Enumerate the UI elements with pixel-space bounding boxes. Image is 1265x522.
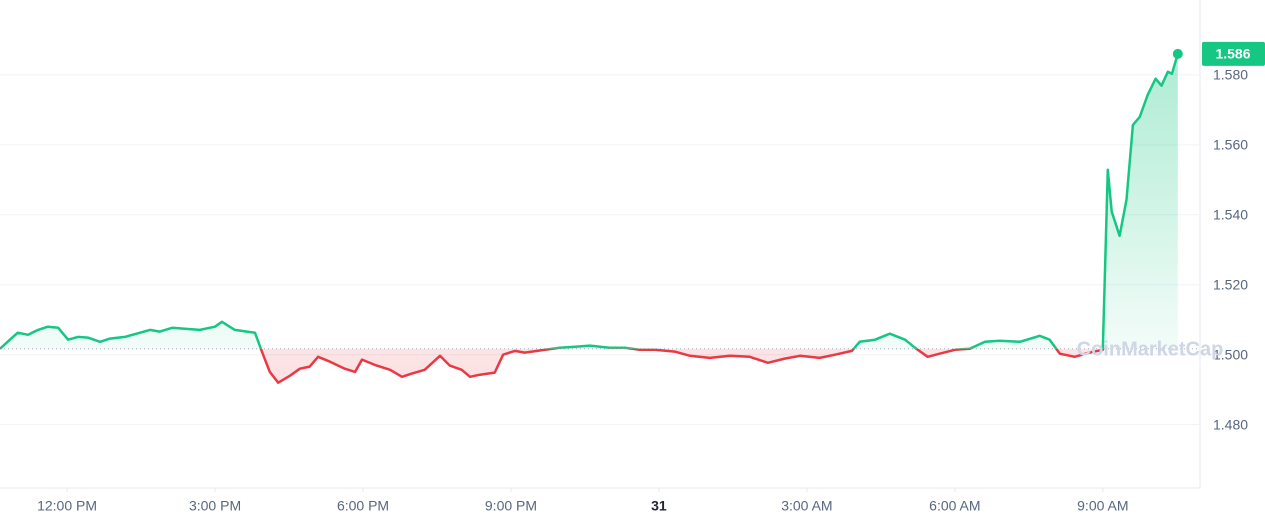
x-tick-label: 6:00 PM [337, 498, 389, 514]
y-tick-label: 1.480 [1213, 416, 1248, 432]
price-badge [1202, 41, 1265, 66]
x-tick-label: 3:00 AM [781, 498, 832, 514]
area-up [0, 53, 1178, 349]
price-line-below [0, 348, 1105, 384]
y-tick-label: 1.580 [1213, 67, 1248, 83]
x-tick-label: 6:00 AM [929, 498, 980, 514]
x-tick-label: 3:00 PM [189, 498, 241, 514]
y-tick-label: 1.500 [1213, 346, 1248, 362]
x-tick-label: 9:00 PM [485, 498, 537, 514]
last-point [1172, 48, 1183, 59]
area-down [0, 348, 1103, 383]
price-badge-label: 1.586 [1215, 46, 1250, 62]
x-tick-label: 31 [651, 498, 667, 514]
price-line [0, 53, 1179, 349]
y-tick-label: 1.520 [1213, 276, 1248, 292]
x-tick-label: 9:00 AM [1077, 498, 1128, 514]
y-tick-label: 1.540 [1213, 206, 1248, 222]
watermark: CoinMarketCap [1077, 338, 1224, 360]
x-tick-label: 12:00 PM [37, 498, 97, 514]
y-tick-label: 1.560 [1213, 137, 1248, 153]
